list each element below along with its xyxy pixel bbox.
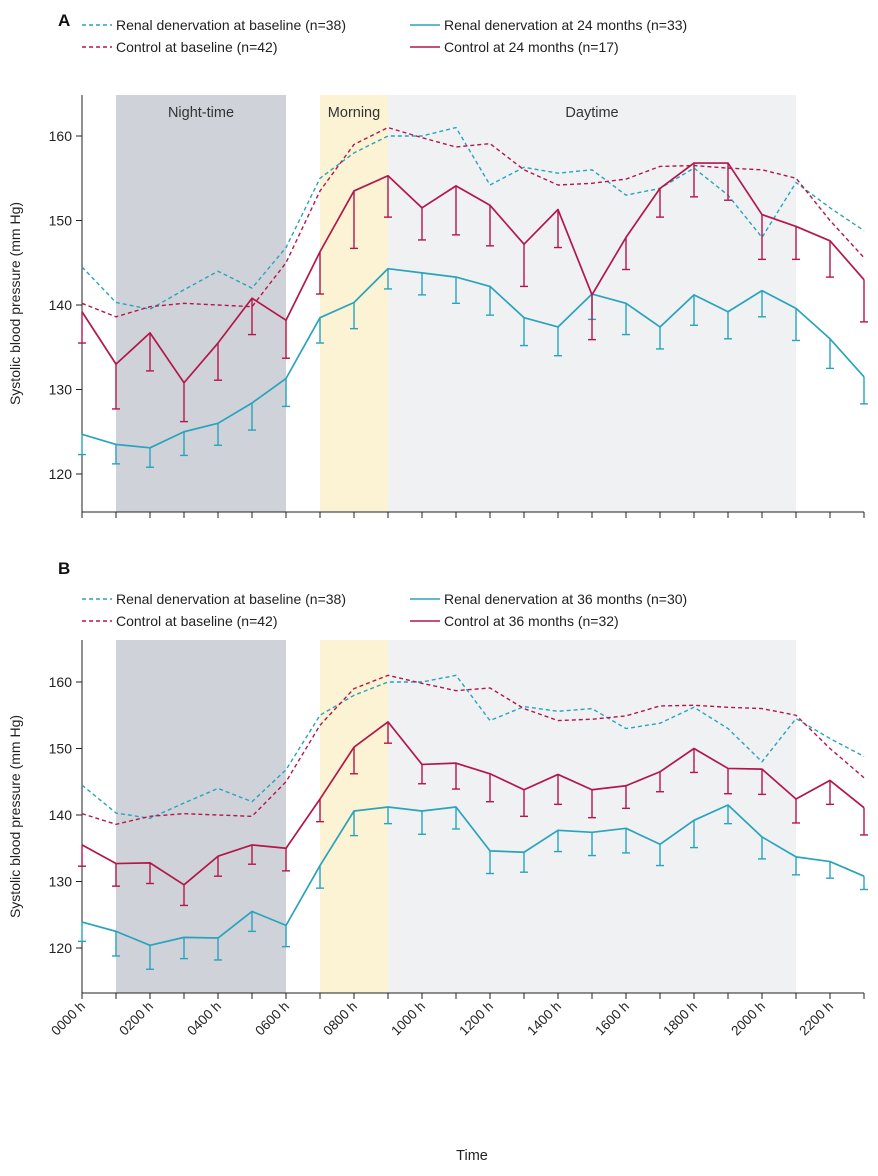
panel-label: B [58,559,70,578]
x-tick-label: 1600 h [592,999,632,1039]
x-tick-label: 1400 h [524,999,564,1039]
series-line [81,804,865,947]
x-axis-label: Time [456,1148,488,1164]
series-line [81,674,865,826]
panel-label: A [58,11,70,30]
x-tick-label: 1800 h [660,999,700,1039]
y-tick-label: 120 [49,466,73,482]
period-band-night [116,95,286,512]
x-tick-label: 1000 h [388,999,428,1039]
x-tick-label: 2000 h [728,999,768,1039]
period-band-night [116,640,286,993]
y-tick-label: 150 [49,741,73,757]
y-tick-label: 130 [49,382,73,398]
y-tick-label: 130 [49,874,73,890]
y-axis-label: Systolic blood pressure (mm Hg) [7,715,23,918]
y-tick-label: 150 [49,213,73,229]
x-tick-label: 1200 h [456,999,496,1039]
x-tick-label: 0600 h [252,999,292,1039]
x-tick-label: 0000 h [48,999,88,1039]
x-tick-label: 2200 h [796,999,836,1039]
legend-entry: Renal denervation at 24 months (n=33) [444,17,687,33]
x-tick-label: 0800 h [320,999,360,1039]
series-line [81,126,865,310]
panel-b: B Renal denervation at baseline (n=38) Ren… [7,559,868,999]
series-line [81,267,865,449]
series-line [81,126,865,318]
x-tick-label: 0400 h [184,999,224,1039]
y-tick-label: 140 [49,297,73,313]
legend-entry: Control at baseline (n=42) [116,613,278,629]
period-label-day: Daytime [565,105,618,121]
y-tick-label: 120 [49,940,73,956]
series-baseline-control [81,674,865,826]
series-baseline-renal [81,126,865,310]
period-label-morning: Morning [328,105,380,121]
legend-entry: Control at baseline (n=42) [116,39,278,55]
x-tick-label: 0200 h [116,999,156,1039]
legend-entry: Control at 24 months (n=17) [444,39,619,55]
panel-a: A Renal denervation at baseline (n=38) Ren… [7,11,868,518]
series-followup-control [78,721,868,907]
y-tick-label: 140 [49,807,73,823]
legend-entry: Control at 36 months (n=32) [444,613,619,629]
series-baseline-control [81,126,865,318]
legend-entry: Renal denervation at 36 months (n=30) [444,591,687,607]
series-followup-control [78,162,868,423]
legend-entry: Renal denervation at baseline (n=38) [116,17,346,33]
series-followup-renal [78,267,868,468]
series-line [81,162,865,384]
y-tick-label: 160 [49,674,73,690]
series-line [81,674,865,820]
series-followup-renal [78,804,868,970]
series-baseline-renal [81,674,865,820]
y-axis-label: Systolic blood pressure (mm Hg) [7,202,23,405]
series-line [81,721,865,886]
period-label-night: Night-time [168,105,234,121]
legend-entry: Renal denervation at baseline (n=38) [116,591,346,607]
y-tick-label: 160 [49,128,73,144]
